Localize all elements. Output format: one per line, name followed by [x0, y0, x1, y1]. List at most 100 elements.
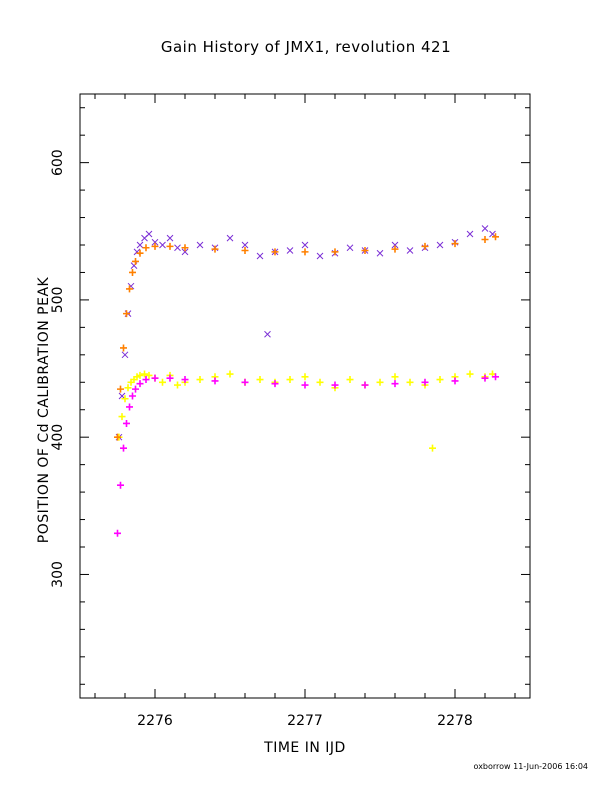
data-point	[361, 381, 369, 389]
data-point	[181, 376, 189, 384]
data-point	[132, 257, 139, 265]
data-point	[141, 370, 148, 378]
data-point	[492, 233, 499, 241]
data-point	[166, 374, 174, 382]
data-point	[159, 378, 166, 386]
data-point	[151, 238, 159, 246]
data-point	[241, 378, 249, 386]
data-point	[492, 373, 499, 381]
data-point	[142, 376, 150, 384]
data-point	[264, 330, 271, 338]
data-point	[406, 247, 414, 254]
data-point	[481, 236, 489, 244]
data-point	[121, 395, 129, 403]
data-point	[174, 244, 181, 252]
data-point	[391, 373, 399, 381]
data-point	[316, 378, 324, 386]
x-tick-label: 2277	[287, 713, 323, 729]
data-point	[181, 244, 189, 252]
y-tick-label: 300	[50, 561, 66, 588]
data-point	[451, 377, 459, 385]
data-point	[241, 246, 249, 254]
data-point	[256, 252, 264, 260]
data-point	[196, 376, 204, 384]
data-point	[118, 413, 126, 421]
data-point	[142, 244, 150, 252]
data-point	[316, 252, 324, 260]
data-point	[151, 242, 159, 250]
data-point	[301, 248, 309, 256]
data-point	[286, 247, 294, 254]
data-point	[376, 378, 384, 386]
data-point	[136, 371, 144, 379]
y-axis-label: POSITION OF Cd CALIBRATION PEAK	[36, 276, 52, 544]
data-point	[406, 378, 414, 386]
data-point	[117, 481, 124, 489]
data-point	[145, 230, 153, 238]
data-point	[174, 381, 181, 389]
data-point	[136, 249, 144, 257]
data-point	[271, 248, 279, 256]
data-point	[129, 392, 136, 400]
data-point	[331, 381, 339, 389]
data-point	[120, 344, 127, 352]
data-point	[301, 373, 309, 381]
data-point	[301, 381, 309, 389]
data-point	[391, 241, 399, 249]
data-point	[117, 385, 124, 393]
data-point	[331, 248, 339, 256]
x-axis-label: TIME IN IJD	[264, 740, 346, 756]
data-point	[301, 241, 309, 249]
data-point	[481, 225, 489, 232]
data-point	[481, 374, 489, 382]
data-point	[120, 444, 127, 452]
data-point	[466, 230, 474, 238]
series-0	[115, 225, 496, 441]
data-point	[124, 384, 132, 392]
data-point	[151, 374, 159, 382]
plot-frame	[79, 93, 531, 699]
data-point	[391, 380, 399, 388]
data-point	[159, 241, 166, 249]
data-point	[114, 529, 121, 537]
data-point	[429, 444, 436, 452]
data-point	[226, 370, 234, 378]
axis-tick-labels: 2276 2277 2278 300 400 500 600	[50, 149, 473, 729]
data-point	[123, 310, 130, 318]
data-point	[391, 245, 399, 253]
data-point	[126, 285, 133, 293]
data-point	[181, 248, 189, 256]
data-point	[121, 351, 129, 359]
axis-ticks	[80, 94, 530, 698]
data-point	[129, 268, 136, 276]
data-point	[436, 376, 444, 384]
data-point	[211, 245, 219, 253]
data-point	[286, 376, 294, 384]
footer-stamp: oxborrow 11-Jun-2006 16:04	[473, 762, 588, 771]
data-point	[132, 385, 139, 393]
data-point	[436, 241, 444, 249]
data-point	[114, 433, 121, 441]
data-point	[126, 403, 133, 411]
x-tick-label: 2278	[437, 713, 473, 729]
y-tick-label: 600	[50, 149, 66, 176]
series-3	[114, 233, 499, 441]
data-point	[136, 241, 144, 249]
data-point	[421, 378, 429, 386]
data-point	[346, 244, 354, 252]
data-point	[241, 241, 249, 249]
data-point	[145, 371, 153, 379]
series-2	[114, 373, 499, 537]
data-point	[211, 377, 219, 385]
data-point	[421, 242, 429, 250]
data-point	[466, 370, 474, 378]
data-point	[271, 380, 279, 388]
data-point	[123, 419, 130, 427]
data-point	[451, 240, 459, 248]
data-point	[166, 242, 174, 250]
y-tick-label: 400	[50, 424, 66, 451]
data-point	[136, 380, 144, 388]
chart-title: Gain History of JMX1, revolution 421	[160, 38, 452, 56]
data-point	[376, 249, 384, 257]
